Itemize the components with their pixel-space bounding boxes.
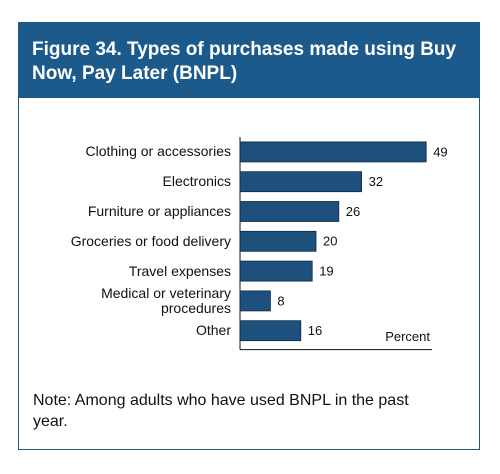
bar [239,141,427,163]
value-label: 20 [323,234,337,249]
category-label: Clothing or accessories [85,143,231,160]
chart-title: Figure 34. Types of purchases made using… [18,22,480,98]
bar [239,320,302,342]
value-label: 19 [319,264,333,279]
bar [239,201,340,222]
value-label: 32 [369,174,383,189]
category-label: Medical or veterinary procedures [101,284,231,316]
category-label: Travel expenses [128,262,231,279]
category-label: Electronics [162,173,231,190]
bar [239,290,271,312]
category-label: Furniture or appliances [87,203,231,219]
value-label: 16 [308,323,322,338]
bar [239,171,362,193]
value-label: 26 [346,204,360,219]
bar [239,260,313,282]
bar [239,230,317,252]
value-label: 8 [277,293,284,308]
value-label: 49 [433,144,447,159]
category-label: Other [195,322,231,339]
x-axis-label: Percent [385,329,430,344]
note: Note: Among adults who have used BNPL in… [33,392,409,430]
category-label: Groceries or food delivery [70,232,231,249]
